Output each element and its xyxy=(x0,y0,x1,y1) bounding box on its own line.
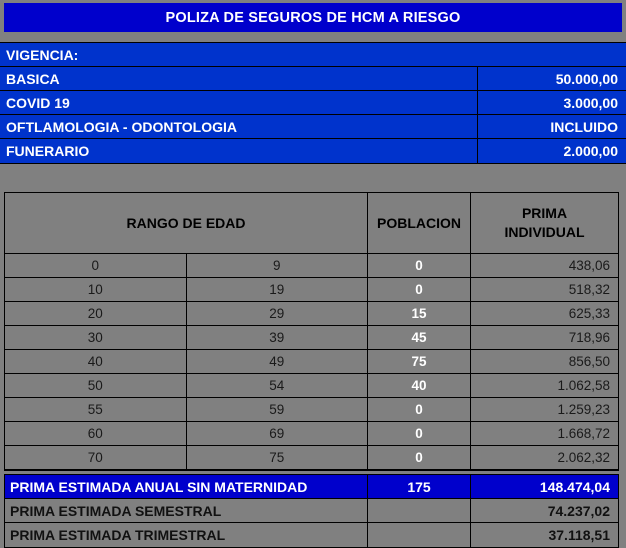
vigencia-heading-label: VIGENCIA: xyxy=(6,46,79,63)
table-row: 30 39 45 718,96 xyxy=(5,326,618,350)
cell-poblacion: 15 xyxy=(368,302,471,325)
cell-age-from: 50 xyxy=(5,374,187,397)
cell-prima: 625,33 xyxy=(568,306,610,321)
prima-header-line1: PRIMA xyxy=(521,205,568,222)
table-row: 55 59 0 1.259,23 xyxy=(5,398,618,422)
total-row-semestral: PRIMA ESTIMADA SEMESTRAL 74.237,02 xyxy=(5,499,618,523)
cell-age-to: 19 xyxy=(187,278,368,301)
cell-age-to: 29 xyxy=(187,302,368,325)
cell-poblacion: 75 xyxy=(368,350,471,373)
column-header-poblacion: POBLACION xyxy=(368,193,471,253)
cell-poblacion: 40 xyxy=(368,374,471,397)
vigencia-value: 3.000,00 xyxy=(563,94,619,111)
total-row-trimestral: PRIMA ESTIMADA TRIMESTRAL 37.118,51 xyxy=(5,523,618,547)
cell-age-to: 49 xyxy=(187,350,368,373)
total-label: PRIMA ESTIMADA SEMESTRAL xyxy=(5,499,368,522)
cell-age-from: 0 xyxy=(5,254,187,277)
vigencia-row: FUNERARIO 2.000,00 xyxy=(0,139,626,163)
page-title: POLIZA DE SEGUROS DE HCM A RIESGO xyxy=(4,3,622,32)
cell-prima: 1.062,58 xyxy=(557,378,610,393)
vigencia-row: OFTLAMOLOGIA - ODONTOLOGIA INCLUIDO xyxy=(0,115,626,139)
table-row: 0 9 0 438,06 xyxy=(5,254,618,278)
vigencia-value: 50.000,00 xyxy=(555,70,618,87)
total-poblacion xyxy=(368,523,471,547)
table-row: 40 49 75 856,50 xyxy=(5,350,618,374)
vigencia-value: INCLUIDO xyxy=(550,118,618,135)
cell-poblacion: 0 xyxy=(368,278,471,301)
cell-poblacion: 0 xyxy=(368,254,471,277)
cell-age-to: 69 xyxy=(187,422,368,445)
cell-age-from: 40 xyxy=(5,350,187,373)
cell-age-to: 59 xyxy=(187,398,368,421)
totals-section: PRIMA ESTIMADA ANUAL SIN MATERNIDAD 175 … xyxy=(4,474,619,548)
total-poblacion xyxy=(368,499,471,522)
vigencia-label: FUNERARIO xyxy=(0,139,478,163)
total-poblacion: 175 xyxy=(368,475,471,498)
column-header-rango-de-edad: RANGO DE EDAD xyxy=(5,193,368,253)
rate-table: RANGO DE EDAD POBLACION PRIMA INDIVIDUAL… xyxy=(4,192,619,471)
total-label: PRIMA ESTIMADA TRIMESTRAL xyxy=(5,523,368,547)
table-row: 70 75 0 2.062,32 xyxy=(5,446,618,470)
cell-age-to: 9 xyxy=(187,254,368,277)
vigencia-label: OFTLAMOLOGIA - ODONTOLOGIA xyxy=(0,115,478,138)
table-row: 10 19 0 518,32 xyxy=(5,278,618,302)
cell-prima: 438,06 xyxy=(568,258,610,273)
vigencia-heading-value xyxy=(478,43,626,66)
cell-prima: 856,50 xyxy=(568,354,610,369)
cell-age-from: 60 xyxy=(5,422,187,445)
cell-age-from: 10 xyxy=(5,278,187,301)
vigencia-section: VIGENCIA: BASICA 50.000,00 COVID 19 3.00… xyxy=(0,42,626,164)
cell-prima: 1.259,23 xyxy=(557,402,610,417)
cell-prima: 518,32 xyxy=(568,282,610,297)
vigencia-row: BASICA 50.000,00 xyxy=(0,67,626,91)
cell-poblacion: 0 xyxy=(368,422,471,445)
cell-age-from: 20 xyxy=(5,302,187,325)
total-value: 148.474,04 xyxy=(539,478,610,495)
cell-age-to: 39 xyxy=(187,326,368,349)
table-header-row: RANGO DE EDAD POBLACION PRIMA INDIVIDUAL xyxy=(5,193,618,254)
cell-age-from: 30 xyxy=(5,326,187,349)
cell-age-to: 75 xyxy=(187,446,368,469)
cell-age-from: 55 xyxy=(5,398,187,421)
cell-poblacion: 45 xyxy=(368,326,471,349)
vigencia-value: 2.000,00 xyxy=(563,143,619,159)
prima-header-line2: INDIVIDUAL xyxy=(504,224,585,240)
total-row-anual: PRIMA ESTIMADA ANUAL SIN MATERNIDAD 175 … xyxy=(5,475,618,499)
vigencia-label: BASICA xyxy=(0,67,478,90)
total-value: 37.118,51 xyxy=(548,527,610,543)
total-label: PRIMA ESTIMADA ANUAL SIN MATERNIDAD xyxy=(5,475,368,498)
table-row: 20 29 15 625,33 xyxy=(5,302,618,326)
table-row: 60 69 0 1.668,72 xyxy=(5,422,618,446)
cell-prima: 1.668,72 xyxy=(557,426,610,441)
cell-age-to: 54 xyxy=(187,374,368,397)
total-value: 74.237,02 xyxy=(547,502,610,519)
vigencia-heading-row: VIGENCIA: xyxy=(0,43,626,67)
cell-poblacion: 0 xyxy=(368,446,471,469)
vigencia-label: COVID 19 xyxy=(0,91,478,114)
column-header-prima-individual: PRIMA INDIVIDUAL xyxy=(471,193,618,253)
cell-poblacion: 0 xyxy=(368,398,471,421)
table-row: 50 54 40 1.062,58 xyxy=(5,374,618,398)
cell-age-from: 70 xyxy=(5,446,187,469)
cell-prima: 718,96 xyxy=(568,330,610,345)
cell-prima: 2.062,32 xyxy=(557,450,610,465)
vigencia-row: COVID 19 3.000,00 xyxy=(0,91,626,115)
